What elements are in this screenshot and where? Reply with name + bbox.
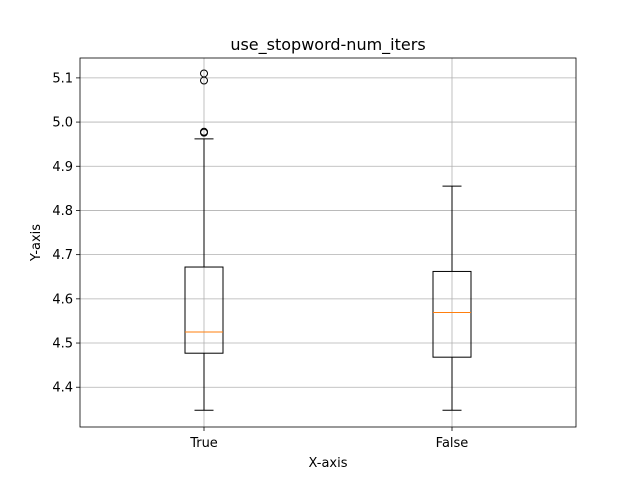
- iqr-box: [432, 270, 472, 358]
- chart-title: use_stopword-num_iters: [230, 35, 425, 55]
- iqr-box: [184, 266, 224, 354]
- y-tick-label: 4.7: [52, 248, 73, 263]
- y-tick-label: 4.5: [52, 337, 73, 352]
- outlier-point: [200, 69, 208, 78]
- grid-lines: [80, 58, 576, 427]
- outlier-point: [200, 127, 208, 136]
- y-tick-label: 4.6: [52, 292, 73, 307]
- box-false: [432, 185, 472, 411]
- y-tick-label: 4.8: [52, 204, 73, 219]
- y-tick-label: 5.1: [52, 71, 73, 86]
- plot-area-frame: [79, 57, 577, 428]
- y-tick-label: 4.4: [52, 381, 73, 396]
- y-tick-label: 4.9: [52, 160, 73, 175]
- x-tick-label: False: [436, 436, 469, 451]
- y-axis-label: Y-axis: [29, 224, 44, 262]
- y-tick-label: 5.0: [52, 116, 73, 131]
- box-true: [184, 69, 224, 411]
- x-tick-label: True: [189, 436, 218, 451]
- x-axis-label: X-axis: [309, 456, 348, 471]
- boxes: [184, 69, 472, 411]
- axis-ticks: 4.4 4.5 4.6 4.7 4.8 4.9 5.0 5.1 True False: [52, 71, 468, 451]
